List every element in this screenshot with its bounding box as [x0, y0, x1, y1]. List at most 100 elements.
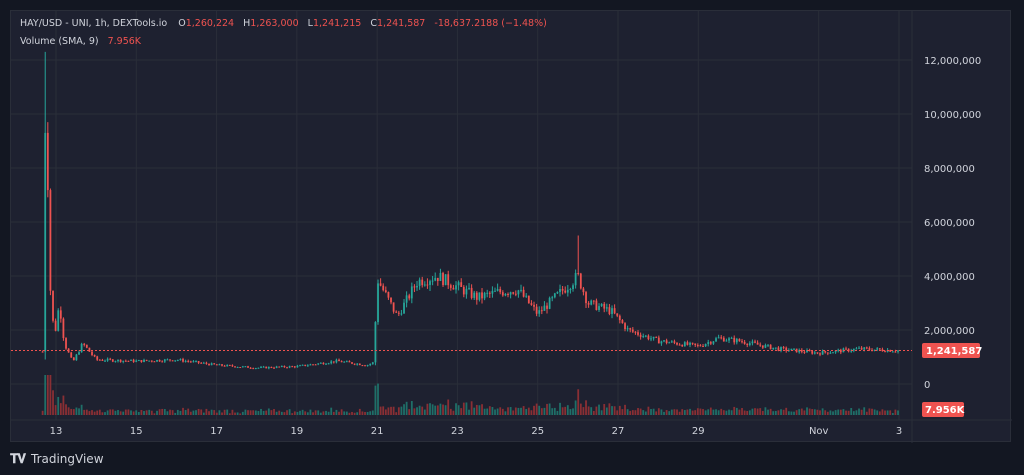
candle-body [574, 273, 577, 286]
candle-body [49, 190, 52, 291]
volume-bar [293, 411, 296, 415]
volume-bar [364, 411, 366, 415]
volume-bar [210, 409, 213, 415]
volume-bar [730, 410, 733, 415]
candle-body [353, 363, 356, 365]
branding[interactable]: 𝐓𝐕 TradingView [10, 447, 104, 471]
volume-bar [306, 412, 309, 415]
candle-body [798, 349, 801, 353]
candle-body [452, 287, 455, 290]
volume-bar [488, 406, 491, 415]
volume-bar [709, 407, 712, 415]
volume-bar [590, 407, 593, 415]
volume-bar [49, 375, 52, 415]
volume-bar [881, 409, 884, 415]
volume-bar [657, 408, 660, 415]
candle-body [176, 360, 179, 362]
volume-bar [96, 410, 99, 415]
candle-body [460, 282, 463, 287]
volume-bar [275, 411, 278, 415]
candle-body [819, 353, 821, 355]
volume-bar [213, 410, 216, 415]
candle-body [517, 290, 520, 295]
volume-bar [704, 410, 707, 415]
volume-bar [444, 405, 447, 415]
candle-body [127, 360, 130, 362]
candle-body [894, 351, 897, 353]
volume-bar [286, 410, 288, 415]
volume-bar [442, 404, 444, 415]
volume-bar [782, 409, 785, 415]
volume-bar [696, 408, 699, 415]
volume-bar [83, 409, 86, 415]
candle-body [114, 361, 117, 363]
legend-open-value: 1,260,224 [186, 18, 234, 29]
volume-bar [166, 411, 169, 415]
candle-body [44, 132, 47, 352]
volume-bar [842, 409, 845, 415]
volume-bar [858, 408, 860, 415]
candle-body [119, 359, 122, 362]
candle-body [834, 350, 837, 353]
candle-body [301, 364, 304, 366]
candle-body [455, 285, 457, 290]
candle-body [80, 343, 83, 353]
candle-body [202, 362, 205, 364]
volume-bar [486, 408, 489, 415]
volume-bar [754, 408, 756, 415]
volume-bar [67, 407, 70, 415]
volume-bar [720, 408, 723, 415]
volume-bar [689, 408, 691, 415]
candle-body [764, 345, 767, 348]
chart-panel[interactable]: 12,000,000 10,000,000 8,000,000 6,000,000 4,… [10, 10, 1012, 443]
volume-bar [509, 407, 512, 415]
candle-body [283, 366, 286, 368]
time-tick-label: 13 [50, 426, 63, 437]
candle-body [46, 132, 49, 191]
volume-bar [200, 409, 203, 415]
legend-open-label: O [178, 18, 185, 29]
candle-body [169, 359, 171, 361]
volume-bar [894, 409, 897, 415]
volume-bar [436, 405, 439, 415]
volume-bar [897, 410, 899, 415]
volume-bar [267, 408, 270, 415]
candle-body [845, 348, 847, 350]
svg-text:HAY/USD - UNI, 1h, DEXTools.io: HAY/USD - UNI, 1h, DEXTools.io O1,260,22… [20, 18, 547, 29]
volume-bar [816, 409, 819, 415]
volume-bar [832, 411, 834, 415]
volume-bar [304, 411, 307, 415]
candle-body [837, 349, 840, 351]
candle-body [442, 272, 444, 286]
volume-bar [278, 410, 281, 415]
candle-body [806, 350, 808, 353]
price-axis[interactable]: 12,000,000 10,000,000 8,000,000 6,000,000 4,… [924, 56, 981, 391]
volume-bar [626, 409, 629, 415]
candle-body [868, 348, 871, 350]
candle-body [98, 359, 101, 361]
candle-body [647, 335, 650, 340]
candle-body [312, 364, 314, 366]
candle-body [439, 272, 442, 281]
volume-bar [686, 409, 689, 415]
volume-bar [819, 410, 821, 415]
time-axis[interactable]: 13 15 17 19 21 23 25 27 29 Nov 3 [50, 426, 903, 437]
price-chart[interactable]: 12,000,000 10,000,000 8,000,000 6,000,000 4,… [11, 11, 1012, 443]
volume-bar [891, 413, 894, 415]
candle-body [205, 362, 208, 364]
candle-body [447, 274, 450, 286]
candle-body [891, 351, 894, 353]
volume-bar [787, 411, 790, 415]
candle-body [600, 303, 603, 307]
volume-bar [460, 408, 463, 415]
candle-body [340, 361, 343, 363]
volume-bar [260, 408, 262, 415]
candle-body [569, 289, 572, 291]
candle-body [374, 322, 377, 363]
candle-body [650, 338, 652, 340]
candle-body [769, 344, 772, 350]
price-tick-label: 8,000,000 [924, 164, 975, 175]
volume-bar [676, 409, 678, 415]
volume-bar [161, 408, 164, 415]
candle-body [93, 355, 96, 357]
